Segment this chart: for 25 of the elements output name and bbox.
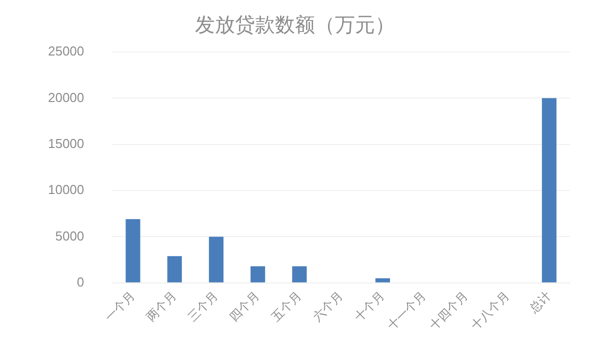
bar	[542, 98, 556, 282]
x-tick-label: 三个月	[185, 288, 221, 324]
bar	[375, 278, 390, 282]
y-tick-label: 20000	[48, 90, 84, 105]
x-tick-label: 十四个月	[426, 288, 470, 332]
x-tick-label: 十八个月	[468, 288, 512, 332]
bar	[126, 219, 140, 282]
x-tick-label: 四个月	[226, 288, 262, 324]
y-tick-label: 25000	[48, 44, 84, 59]
bar	[208, 236, 224, 282]
y-tick-label: 0	[76, 274, 84, 290]
bar	[167, 256, 182, 282]
bar	[292, 266, 307, 282]
x-tick-label: 六个月	[310, 288, 346, 324]
x-tick-label: 一个月	[102, 288, 138, 324]
y-tick-label: 15000	[48, 136, 84, 151]
x-tick-label: 十一个月	[384, 288, 429, 332]
x-tick-label: 两个月	[144, 288, 180, 324]
bar	[250, 266, 266, 282]
x-tick-label: 总计	[526, 288, 554, 316]
chart-title: 发放贷款数额（万元）	[195, 14, 395, 37]
x-tick-label: 十个月	[352, 288, 388, 324]
x-tick-label: 五个月	[268, 288, 304, 324]
y-tick-label: 5000	[55, 228, 84, 244]
y-tick-label: 10000	[48, 182, 84, 198]
